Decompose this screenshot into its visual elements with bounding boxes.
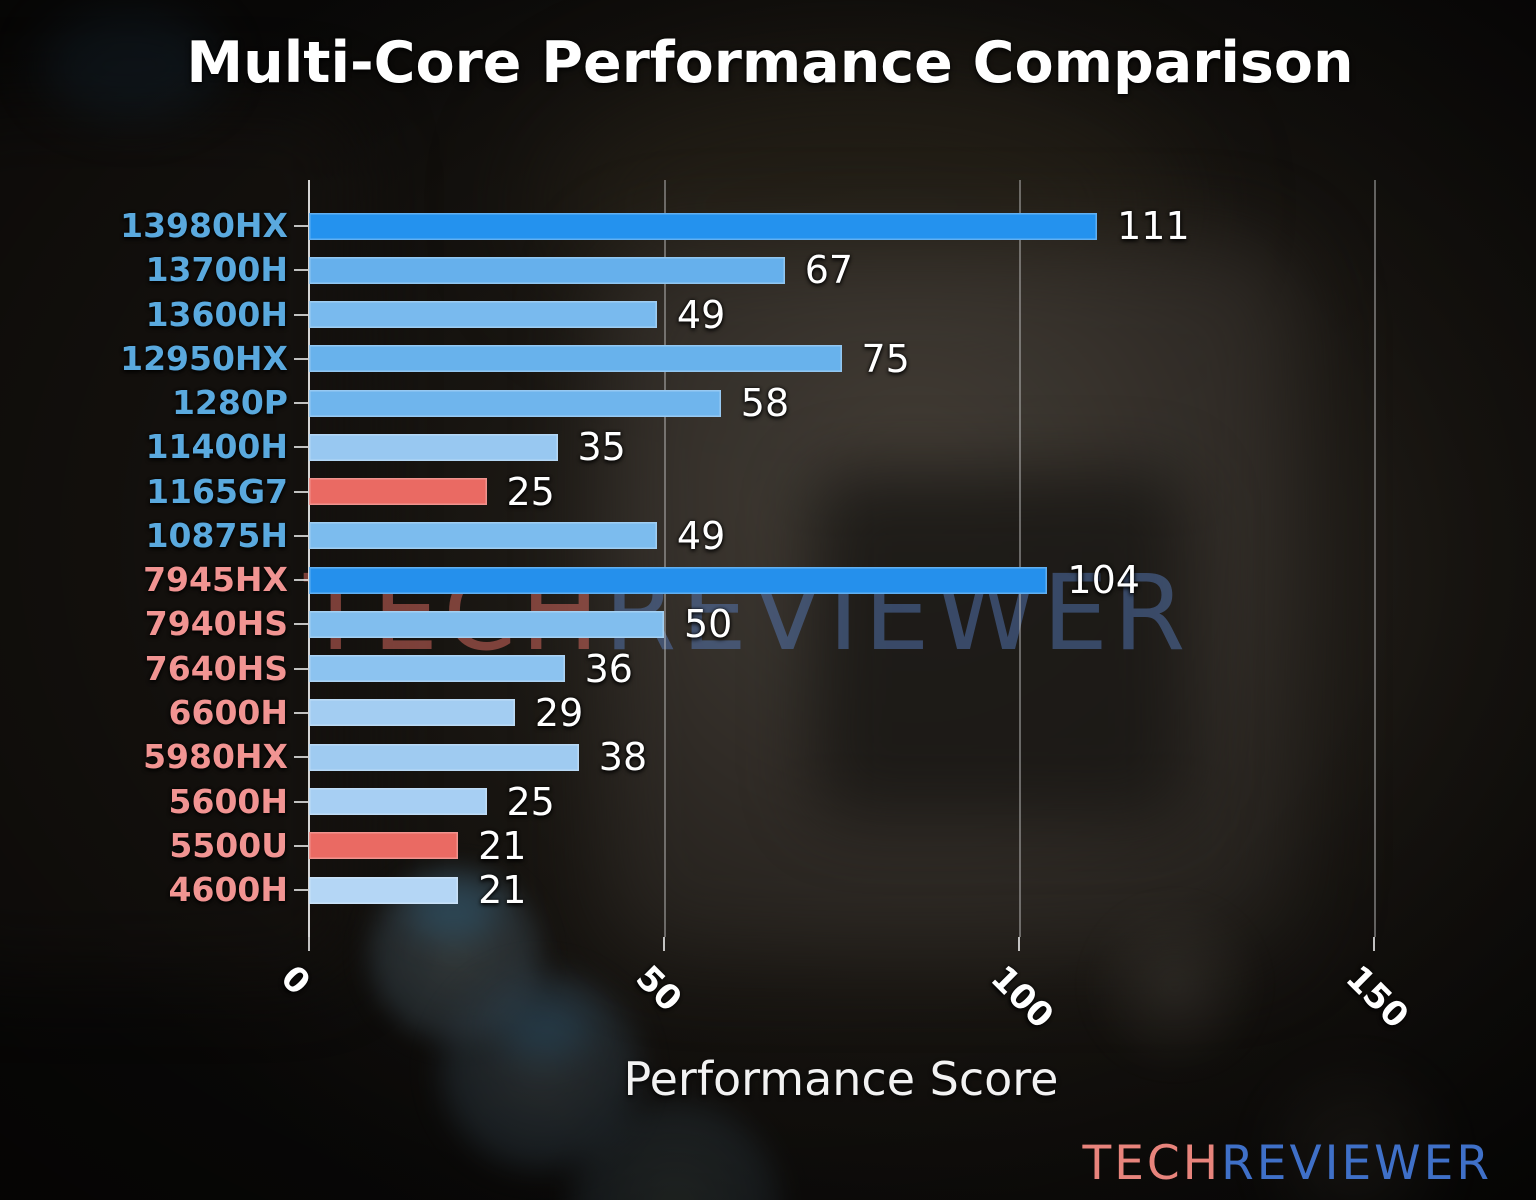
bar-label: 12950HX	[120, 338, 288, 378]
background-bokeh-circle	[560, 1090, 790, 1200]
gridline	[664, 180, 666, 937]
value-label: 21	[478, 823, 527, 868]
bar-label: 5600H	[168, 781, 288, 821]
x-tick-label: 50	[627, 958, 690, 1020]
x-axis-label: Performance Score	[623, 1052, 1059, 1106]
y-tick-mark	[294, 357, 308, 360]
bar	[309, 478, 487, 506]
bar	[309, 832, 459, 860]
bar-label: 5980HX	[143, 737, 288, 777]
value-label: 21	[478, 868, 527, 913]
y-tick-mark	[294, 402, 308, 405]
bar	[309, 610, 664, 638]
bar-label: 1165G7	[146, 471, 288, 511]
y-tick-mark	[294, 534, 308, 537]
value-label: 49	[676, 292, 726, 337]
value-label: 36	[584, 646, 633, 691]
x-tick-label: 0	[272, 958, 318, 1004]
bar-label: 10875H	[145, 515, 288, 555]
bar-label: 6600H	[168, 692, 288, 732]
x-tick-label: 150	[1337, 958, 1417, 1037]
bar	[309, 345, 842, 373]
y-tick-mark	[294, 446, 308, 449]
logo-tech: TECH	[1082, 1136, 1222, 1191]
x-tick-mark	[1373, 937, 1375, 951]
value-label: 104	[1067, 558, 1140, 603]
bar	[309, 212, 1098, 240]
y-tick-mark	[294, 313, 308, 316]
value-label: 50	[684, 602, 733, 647]
background-photo-haze	[540, 70, 1180, 340]
background-teal-glint	[500, 1000, 590, 1060]
bar	[309, 389, 721, 417]
y-tick-mark	[294, 490, 308, 493]
chart-title: Multi-Core Performance Comparison	[186, 30, 1354, 96]
bar	[309, 876, 459, 904]
value-label: 49	[676, 513, 726, 558]
bar-label: 5500U	[169, 825, 288, 865]
y-axis-line	[308, 180, 310, 937]
bar	[309, 655, 565, 683]
bar	[309, 301, 657, 329]
y-tick-mark	[294, 579, 308, 582]
bar-label: 4600H	[168, 870, 288, 910]
bar	[309, 566, 1048, 594]
value-label: 25	[506, 779, 555, 824]
y-tick-mark	[294, 844, 308, 847]
value-label: 38	[598, 735, 648, 780]
value-label: 29	[534, 690, 584, 735]
y-tick-mark	[294, 889, 308, 892]
value-label: 111	[1117, 204, 1190, 248]
value-label: 25	[506, 469, 555, 514]
x-tick-label: 100	[982, 958, 1062, 1037]
x-tick-mark	[1018, 937, 1020, 951]
bar	[309, 699, 515, 727]
bar-label: 7940HS	[144, 604, 288, 644]
bar	[309, 522, 657, 550]
bar-label: 11400H	[145, 427, 288, 467]
y-tick-mark	[294, 800, 308, 803]
y-tick-mark	[294, 667, 308, 670]
value-label: 75	[861, 336, 910, 381]
bar	[309, 743, 579, 771]
x-tick-mark	[308, 937, 310, 951]
gridline	[1019, 180, 1021, 937]
x-tick-mark	[663, 937, 665, 951]
background-bokeh-circle	[1080, 900, 1270, 1070]
value-label: 58	[740, 381, 790, 426]
y-tick-mark	[294, 711, 308, 714]
bar-label: 13980HX	[120, 206, 288, 245]
bar-label: 7945HX	[143, 560, 288, 600]
y-tick-mark	[294, 225, 308, 227]
bar	[309, 256, 785, 284]
value-label: 67	[804, 248, 854, 293]
bar-label: 7640HS	[144, 648, 288, 688]
y-tick-mark	[294, 623, 308, 626]
gridline	[1374, 180, 1376, 937]
bar	[309, 788, 487, 815]
bar-label: 13600H	[145, 294, 288, 334]
background-bokeh-circle	[430, 960, 650, 1180]
bar-label: 1280P	[171, 383, 288, 423]
techreviewer-logo: TECHREVIEWER	[1083, 1136, 1492, 1191]
bar-label: 13700H	[145, 250, 288, 290]
y-tick-mark	[294, 269, 308, 272]
logo-reviewer: REVIEWER	[1221, 1136, 1492, 1191]
y-tick-mark	[294, 756, 308, 759]
bar	[309, 433, 558, 461]
value-label: 35	[577, 425, 626, 470]
